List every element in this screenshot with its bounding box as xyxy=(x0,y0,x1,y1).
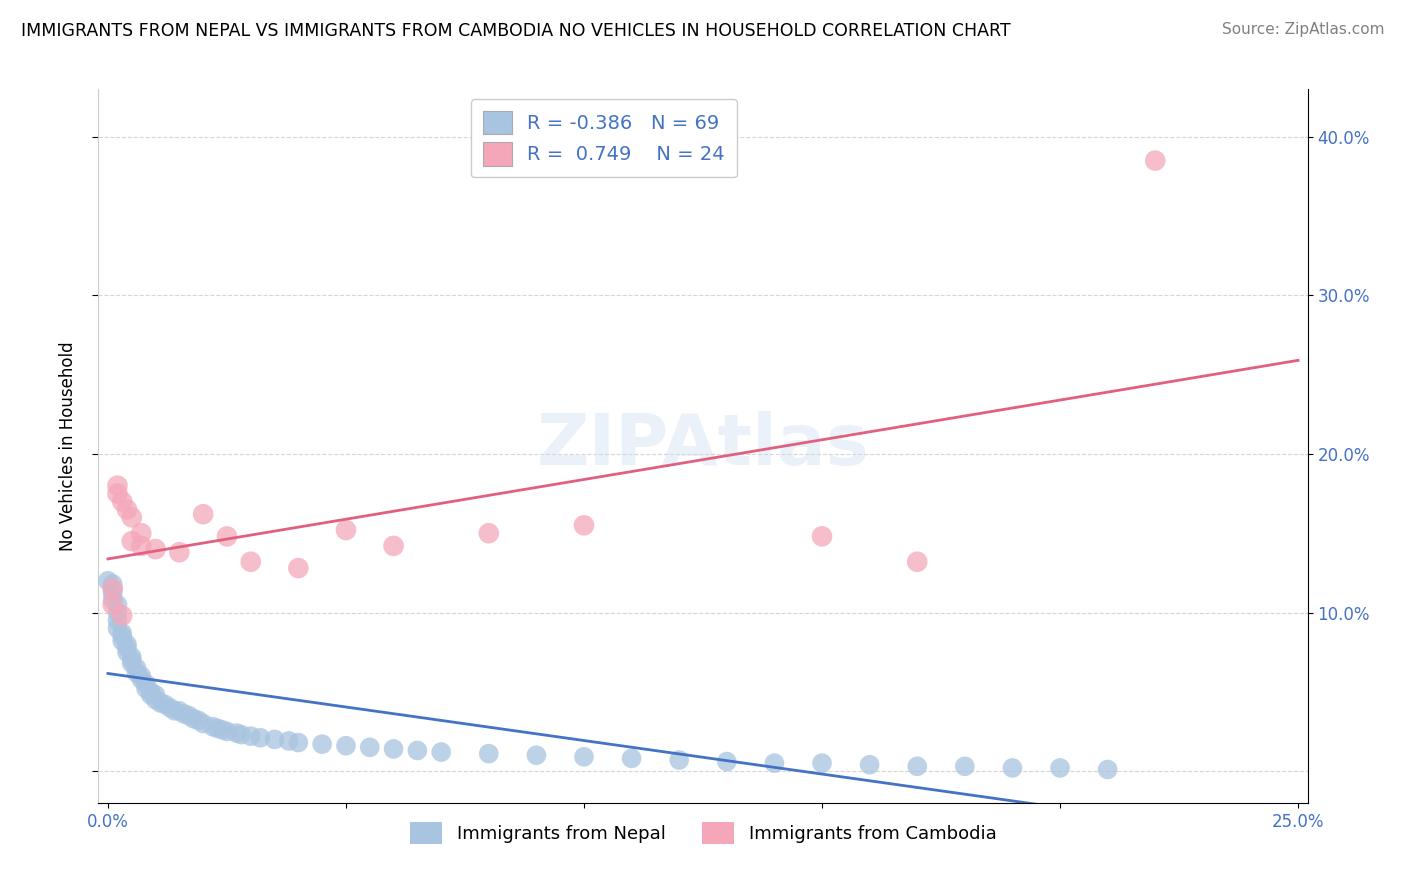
Point xyxy=(183,712,205,726)
Point xyxy=(121,510,143,524)
Point xyxy=(111,608,134,623)
Text: IMMIGRANTS FROM NEPAL VS IMMIGRANTS FROM CAMBODIA NO VEHICLES IN HOUSEHOLD CORRE: IMMIGRANTS FROM NEPAL VS IMMIGRANTS FROM… xyxy=(21,22,1011,40)
Point xyxy=(135,681,157,696)
Point xyxy=(287,735,309,749)
Point xyxy=(668,753,690,767)
Point xyxy=(239,555,262,569)
Point xyxy=(163,704,186,718)
Point xyxy=(231,728,253,742)
Point xyxy=(201,720,224,734)
Point xyxy=(335,739,357,753)
Point xyxy=(207,721,229,735)
Point xyxy=(382,742,405,756)
Point xyxy=(115,502,138,516)
Point xyxy=(115,640,138,655)
Point xyxy=(111,634,134,648)
Point xyxy=(1144,153,1167,168)
Point xyxy=(905,555,928,569)
Point xyxy=(811,529,834,543)
Point xyxy=(524,748,547,763)
Point xyxy=(121,657,143,671)
Point xyxy=(572,749,595,764)
Point xyxy=(107,486,129,500)
Text: Source: ZipAtlas.com: Source: ZipAtlas.com xyxy=(1222,22,1385,37)
Y-axis label: No Vehicles in Household: No Vehicles in Household xyxy=(59,341,77,551)
Point xyxy=(107,478,129,492)
Point xyxy=(139,688,162,702)
Point xyxy=(211,723,233,737)
Point xyxy=(287,561,309,575)
Point xyxy=(101,577,124,591)
Point xyxy=(125,661,148,675)
Point xyxy=(311,737,333,751)
Point xyxy=(121,534,143,549)
Point xyxy=(620,751,643,765)
Point xyxy=(173,706,195,721)
Point xyxy=(382,539,405,553)
Point xyxy=(169,545,191,559)
Point xyxy=(187,714,209,728)
Point xyxy=(107,598,129,612)
Point xyxy=(249,731,271,745)
Point xyxy=(139,685,162,699)
Point xyxy=(145,542,167,557)
Point xyxy=(1001,761,1024,775)
Point xyxy=(125,665,148,680)
Point xyxy=(121,649,143,664)
Point xyxy=(953,759,976,773)
Point xyxy=(763,756,786,771)
Point xyxy=(101,592,124,607)
Point xyxy=(159,700,181,714)
Point xyxy=(277,734,299,748)
Point xyxy=(121,653,143,667)
Point xyxy=(149,696,172,710)
Point xyxy=(478,747,501,761)
Point xyxy=(145,688,167,702)
Point xyxy=(215,724,238,739)
Point xyxy=(129,539,152,553)
Point xyxy=(239,729,262,743)
Point xyxy=(716,755,738,769)
Point xyxy=(191,507,214,521)
Legend: Immigrants from Nepal, Immigrants from Cambodia: Immigrants from Nepal, Immigrants from C… xyxy=(402,814,1004,851)
Point xyxy=(135,677,157,691)
Point xyxy=(572,518,595,533)
Point xyxy=(359,740,381,755)
Text: ZIPAtlas: ZIPAtlas xyxy=(537,411,869,481)
Point xyxy=(107,621,129,635)
Point xyxy=(129,526,152,541)
Point xyxy=(859,757,882,772)
Point xyxy=(129,669,152,683)
Point xyxy=(101,598,124,612)
Point xyxy=(430,745,453,759)
Point xyxy=(107,614,129,628)
Point xyxy=(177,708,200,723)
Point xyxy=(129,672,152,686)
Point xyxy=(111,626,134,640)
Point xyxy=(145,692,167,706)
Point xyxy=(335,523,357,537)
Point xyxy=(905,759,928,773)
Point xyxy=(97,574,120,588)
Point xyxy=(1097,763,1119,777)
Point xyxy=(107,606,129,620)
Point xyxy=(111,494,134,508)
Point xyxy=(153,698,176,712)
Point xyxy=(263,732,285,747)
Point xyxy=(1049,761,1071,775)
Point xyxy=(101,582,124,596)
Point xyxy=(215,529,238,543)
Point xyxy=(811,756,834,771)
Point xyxy=(115,637,138,651)
Point xyxy=(225,726,247,740)
Point xyxy=(169,704,191,718)
Point xyxy=(115,645,138,659)
Point xyxy=(101,582,124,596)
Point xyxy=(478,526,501,541)
Point xyxy=(101,586,124,600)
Point xyxy=(111,629,134,643)
Point xyxy=(406,743,429,757)
Point xyxy=(191,716,214,731)
